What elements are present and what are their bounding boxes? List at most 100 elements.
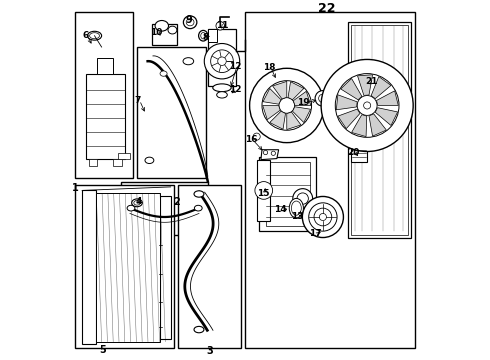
Bar [97,58,113,73]
Bar [89,158,97,166]
Bar [351,146,367,162]
Circle shape [255,181,272,199]
Bar [121,181,208,235]
Polygon shape [338,109,360,129]
Polygon shape [263,105,280,120]
Bar [97,193,160,342]
Circle shape [218,57,226,66]
Circle shape [309,203,337,231]
Bar [160,196,171,339]
Text: 6: 6 [82,31,89,40]
Polygon shape [270,111,286,129]
Ellipse shape [168,26,177,34]
Bar [75,185,174,348]
Polygon shape [336,95,357,110]
Bar [86,73,124,158]
Circle shape [319,213,326,221]
Text: 12: 12 [229,85,242,94]
Polygon shape [263,89,281,104]
Text: 3: 3 [206,346,213,356]
Text: 5: 5 [99,345,106,355]
Circle shape [321,59,413,152]
Bar [348,22,412,238]
Circle shape [204,44,240,79]
Ellipse shape [292,201,301,215]
Polygon shape [376,91,398,105]
Circle shape [335,73,399,137]
Text: 7: 7 [135,96,141,105]
Polygon shape [341,78,362,100]
Ellipse shape [134,201,140,205]
Ellipse shape [127,205,135,211]
Circle shape [302,197,343,238]
Circle shape [249,68,324,143]
Polygon shape [288,82,304,100]
Text: 13: 13 [291,212,304,221]
Ellipse shape [194,191,204,197]
Circle shape [293,189,313,208]
Text: 14: 14 [274,205,287,214]
Bar [208,29,236,86]
Polygon shape [261,150,279,159]
Text: 12: 12 [229,62,242,71]
Bar [245,12,415,348]
Polygon shape [294,91,311,105]
Text: 22: 22 [318,2,335,15]
Text: 20: 20 [347,148,359,157]
Bar [259,157,316,231]
Ellipse shape [201,32,206,39]
Bar [322,91,335,98]
Bar [118,153,130,158]
Polygon shape [371,77,391,99]
Text: 19: 19 [297,99,310,108]
Ellipse shape [183,58,194,65]
Circle shape [315,91,331,106]
Circle shape [279,98,294,113]
Polygon shape [375,108,397,126]
Bar [178,185,242,348]
Text: 10: 10 [149,28,162,37]
Bar [137,47,206,178]
Ellipse shape [132,199,142,207]
Bar [351,25,408,235]
Circle shape [264,150,268,155]
Circle shape [216,22,224,30]
Circle shape [271,151,275,156]
Ellipse shape [90,33,99,39]
Polygon shape [272,81,287,99]
Text: 17: 17 [310,229,322,238]
Ellipse shape [145,157,154,163]
Text: 16: 16 [245,135,257,144]
Ellipse shape [213,84,231,92]
Circle shape [314,208,332,226]
Ellipse shape [186,19,194,26]
Ellipse shape [198,30,208,41]
Ellipse shape [183,16,197,29]
Ellipse shape [195,205,202,211]
Text: 2: 2 [173,197,180,207]
Circle shape [297,193,308,204]
Polygon shape [369,114,386,136]
Text: 11: 11 [216,21,228,30]
Bar [82,190,97,345]
Circle shape [364,102,371,109]
Circle shape [357,95,377,115]
Text: 18: 18 [263,63,275,72]
Circle shape [253,133,260,140]
Bar [257,160,270,221]
Polygon shape [358,75,372,95]
Ellipse shape [217,92,227,98]
Text: 21: 21 [365,77,378,86]
Circle shape [318,94,327,103]
Ellipse shape [194,327,204,333]
Bar [334,95,340,107]
Bar [75,12,133,178]
Text: 8: 8 [203,33,209,42]
Circle shape [262,81,312,130]
Bar [266,162,311,226]
Text: 9: 9 [186,15,193,26]
Bar [152,24,177,45]
Ellipse shape [289,198,303,218]
Bar [113,158,122,166]
Text: 15: 15 [257,189,270,198]
